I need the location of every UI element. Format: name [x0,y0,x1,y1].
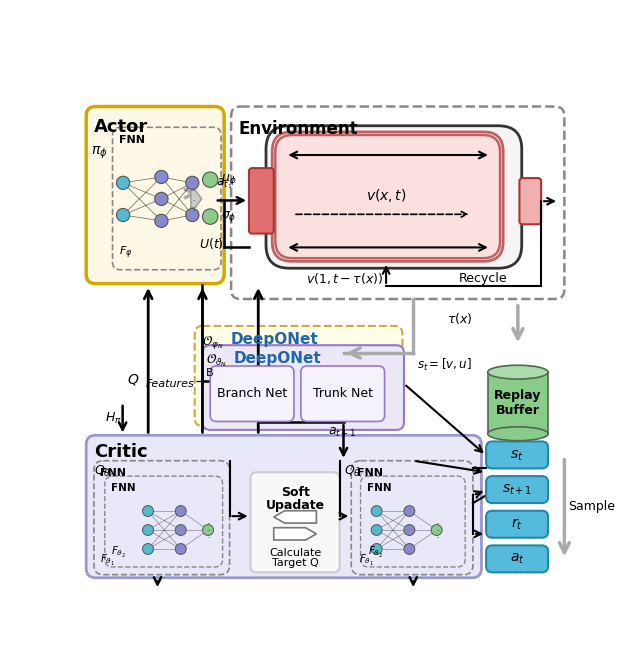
Text: $F_\varphi$: $F_\varphi$ [119,245,132,261]
Text: $\mathcal{O}_{\vartheta_N}$: $\mathcal{O}_{\vartheta_N}$ [205,353,227,369]
FancyArrow shape [274,528,316,540]
Ellipse shape [488,427,548,441]
Bar [488,372,548,434]
Text: $s_{t+1}$: $s_{t+1}$ [502,483,532,497]
Text: DeepONet: DeepONet [234,351,321,367]
Circle shape [155,170,168,184]
Text: FNN: FNN [358,469,383,479]
Circle shape [143,544,154,554]
Text: B: B [205,369,213,379]
Text: $a_{t+1}$: $a_{t+1}$ [328,426,356,439]
Text: Branch Net: Branch Net [217,387,287,400]
Circle shape [143,506,154,516]
Text: $Q$: $Q$ [127,373,139,387]
FancyBboxPatch shape [195,326,403,426]
Text: Upadate: Upadate [266,499,325,512]
Text: $r_t$: $r_t$ [511,517,523,532]
Circle shape [371,524,382,536]
Text: Critic: Critic [94,443,148,461]
FancyBboxPatch shape [275,135,500,258]
Text: $\tau(x)$: $\tau(x)$ [447,311,472,326]
FancyBboxPatch shape [86,107,224,284]
Text: $\mu_\phi$: $\mu_\phi$ [221,172,237,187]
FancyBboxPatch shape [210,366,294,422]
Circle shape [116,176,130,190]
Text: ·
·
·: · · · [436,522,438,542]
Text: $s_t = [v, u]$: $s_t = [v, u]$ [417,357,472,373]
Text: ·
·
·: · · · [192,186,195,216]
Text: $F_{\vartheta_2}$: $F_{\vartheta_2}$ [111,545,126,560]
Text: $Q_{\theta_i}$: $Q_{\theta_i}$ [94,463,113,479]
Circle shape [431,524,442,536]
Circle shape [404,544,415,554]
Text: $a_t$: $a_t$ [510,552,524,566]
Text: $F_{\vartheta_1}$: $F_{\vartheta_1}$ [359,553,374,568]
Text: FNN: FNN [100,469,126,479]
Text: $v(1,t-\tau(x))$: $v(1,t-\tau(x))$ [307,271,384,286]
Text: Calculate: Calculate [269,548,321,558]
Text: $Q_{\bar\theta_i}$: $Q_{\bar\theta_i}$ [344,463,362,479]
FancyBboxPatch shape [520,178,541,224]
FancyBboxPatch shape [486,546,548,572]
Circle shape [155,192,168,206]
Circle shape [155,214,168,227]
Text: Soft: Soft [281,486,310,499]
Circle shape [202,172,218,188]
Circle shape [143,524,154,536]
Circle shape [203,524,214,536]
FancyBboxPatch shape [486,511,548,538]
Text: Actor: Actor [94,118,148,136]
FancyBboxPatch shape [266,126,522,269]
Circle shape [202,209,218,224]
Circle shape [404,506,415,516]
Text: FNN: FNN [119,135,145,145]
FancyBboxPatch shape [249,168,274,233]
Text: ·
·
·: · · · [207,522,210,542]
FancyBboxPatch shape [250,472,340,572]
Circle shape [404,524,415,536]
FancyBboxPatch shape [202,345,404,430]
Text: $\sigma_\phi$: $\sigma_\phi$ [221,209,236,224]
Text: $v(x,t)$: $v(x,t)$ [366,186,406,204]
Circle shape [175,544,186,554]
Circle shape [175,506,186,516]
Text: Sample: Sample [568,501,615,513]
Text: FNN: FNN [367,483,392,493]
FancyBboxPatch shape [301,366,385,422]
Text: $s_t$: $s_t$ [511,448,524,463]
Text: $\mathcal{O}_{\varphi_N}$: $\mathcal{O}_{\varphi_N}$ [202,333,224,351]
Text: $U(t)$: $U(t)$ [200,236,224,251]
Text: Replay
Buffer: Replay Buffer [494,389,541,417]
Text: $a_{t_1}$: $a_{t_1}$ [216,176,233,191]
Text: Trunk Net: Trunk Net [313,387,372,400]
FancyBboxPatch shape [486,442,548,469]
FancyBboxPatch shape [486,476,548,503]
Circle shape [116,208,130,221]
Text: Target Q: Target Q [272,558,319,568]
Circle shape [186,208,199,221]
Text: $\pi_\phi$: $\pi_\phi$ [91,145,108,161]
Circle shape [371,544,382,554]
Text: $H_\pi$: $H_\pi$ [105,411,122,426]
Circle shape [175,524,186,536]
Circle shape [371,506,382,516]
Text: FNN: FNN [111,483,136,493]
Text: Recycle: Recycle [459,272,508,284]
FancyArrow shape [274,511,316,523]
Text: DeepONet: DeepONet [231,332,319,347]
Ellipse shape [488,365,548,379]
Text: Environment: Environment [239,119,358,138]
Text: $F_{\vartheta_1}$: $F_{\vartheta_1}$ [100,553,115,568]
Text: Features: Features [146,379,195,389]
FancyBboxPatch shape [86,436,481,577]
Text: $F_{\vartheta_2}$: $F_{\vartheta_2}$ [368,545,383,560]
Circle shape [186,176,199,190]
FancyArrow shape [191,190,202,208]
